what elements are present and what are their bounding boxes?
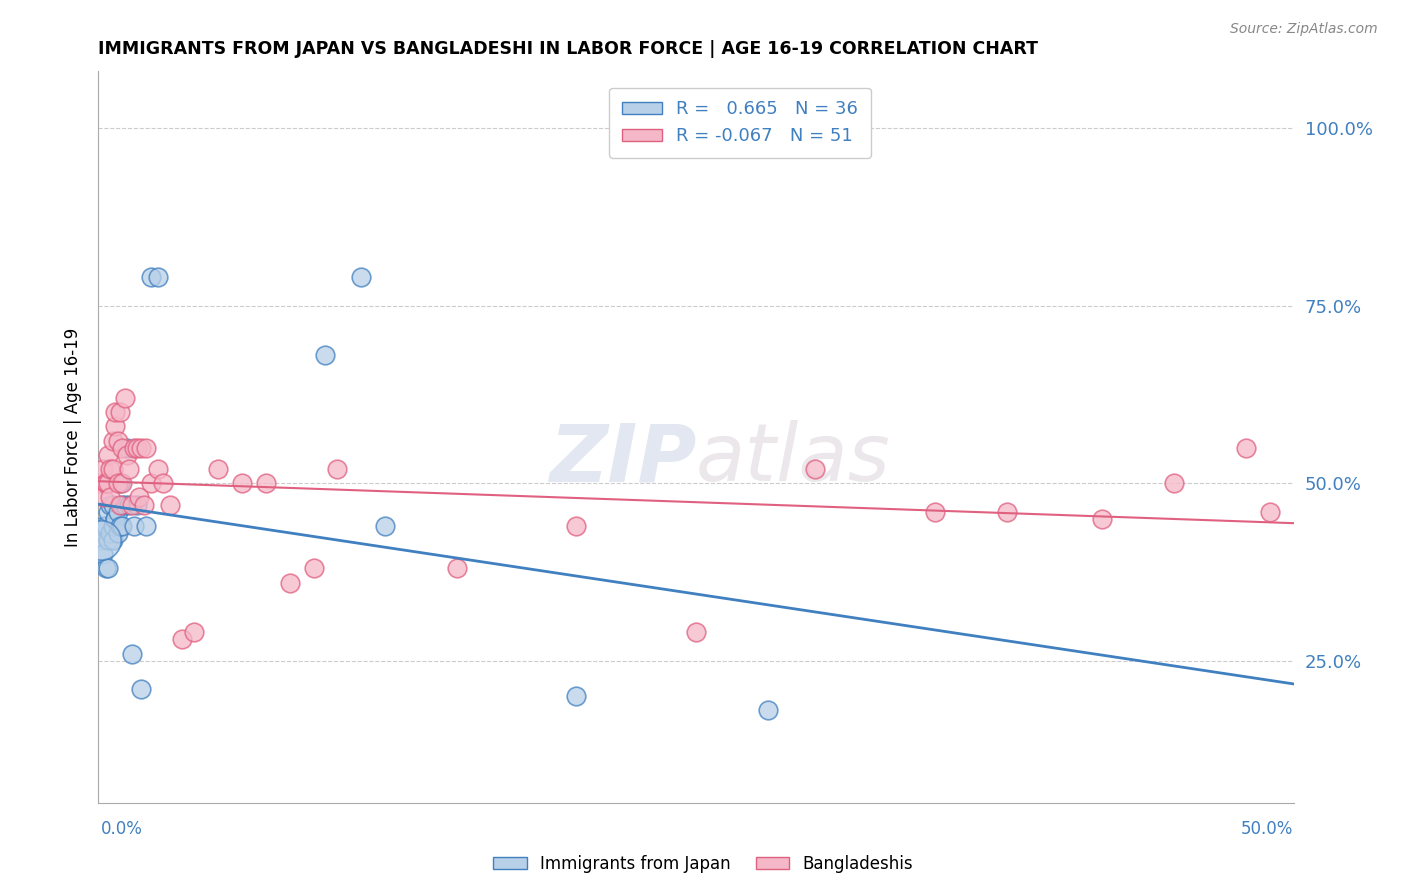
Y-axis label: In Labor Force | Age 16-19: In Labor Force | Age 16-19 [65,327,83,547]
Point [924,505,946,519]
Text: 0.0%: 0.0% [101,820,143,838]
Point [254,476,277,491]
Point [115,448,138,462]
Point [104,419,127,434]
Point [104,405,127,419]
Point [101,498,124,512]
Point [98,498,122,512]
Point [125,441,148,455]
Point [350,270,373,285]
Point [804,462,827,476]
Point [446,561,468,575]
Point [326,462,349,476]
Point [131,682,153,697]
Point [132,498,155,512]
Point [97,533,120,547]
Point [94,476,117,491]
Point [374,519,396,533]
Point [91,547,114,561]
Point [111,519,134,533]
Point [90,533,112,547]
Point [104,512,127,526]
Point [107,505,129,519]
Point [128,491,150,505]
Point [91,462,114,476]
Point [118,462,141,476]
Point [1163,476,1185,491]
Point [1234,441,1257,455]
Point [97,505,120,519]
Point [114,391,136,405]
Point [565,519,588,533]
Point [135,519,157,533]
Point [97,448,120,462]
Point [91,519,114,533]
Point [94,561,117,575]
Point [207,462,229,476]
Point [101,434,124,448]
Point [107,476,129,491]
Point [231,476,253,491]
Point [111,441,134,455]
Point [135,441,157,455]
Legend: Immigrants from Japan, Bangladeshis: Immigrants from Japan, Bangladeshis [486,848,920,880]
Point [756,704,779,718]
Point [172,632,194,647]
Point [94,519,117,533]
Point [114,498,136,512]
Point [139,270,162,285]
Point [101,533,124,547]
Point [159,498,181,512]
Point [111,476,134,491]
Point [121,498,143,512]
Text: 50.0%: 50.0% [1241,820,1294,838]
Point [107,525,129,540]
Point [565,690,588,704]
Point [90,533,112,547]
Text: Source: ZipAtlas.com: Source: ZipAtlas.com [1230,22,1378,37]
Text: ZIP: ZIP [548,420,696,498]
Point [94,476,117,491]
Point [111,498,134,512]
Point [124,519,146,533]
Point [101,519,124,533]
Point [104,512,127,526]
Point [125,498,148,512]
Point [1091,512,1114,526]
Point [315,348,337,362]
Point [108,498,131,512]
Point [124,441,146,455]
Point [995,505,1018,519]
Point [97,561,120,575]
Point [1258,505,1281,519]
Point [278,575,301,590]
Point [121,647,143,661]
Point [131,441,153,455]
Point [108,519,131,533]
Point [183,625,205,640]
Point [98,525,122,540]
Point [118,498,141,512]
Point [148,270,170,285]
Point [148,462,170,476]
Text: IMMIGRANTS FROM JAPAN VS BANGLADESHI IN LABOR FORCE | AGE 16-19 CORRELATION CHAR: IMMIGRANTS FROM JAPAN VS BANGLADESHI IN … [98,40,1039,58]
Point [685,625,707,640]
Point [91,491,114,505]
Point [107,434,129,448]
Point [108,476,131,491]
Legend: R =   0.665   N = 36, R = -0.067   N = 51: R = 0.665 N = 36, R = -0.067 N = 51 [609,87,870,158]
Point [152,476,174,491]
Point [115,441,138,455]
Point [97,476,120,491]
Point [101,462,124,476]
Point [108,405,131,419]
Point [139,476,162,491]
Point [90,476,112,491]
Point [98,462,122,476]
Text: atlas: atlas [696,420,891,498]
Point [302,561,325,575]
Point [98,491,122,505]
